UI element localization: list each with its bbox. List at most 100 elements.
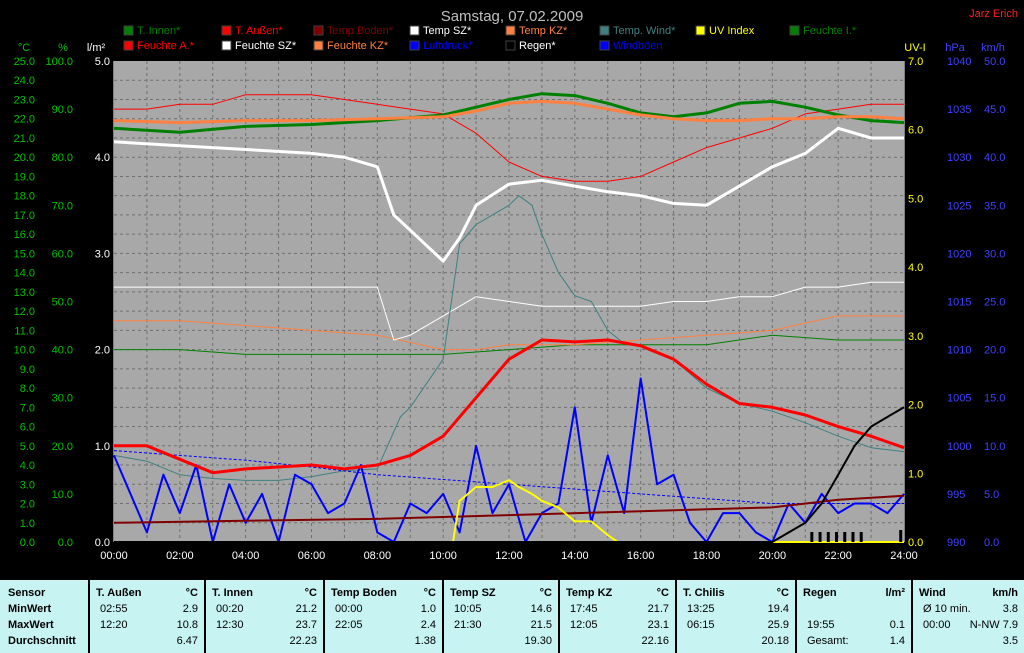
axis-tick-label-celsius: 23.0: [14, 94, 35, 106]
axis-tick-label-celsius: 22.0: [14, 114, 35, 126]
table-cell: 3.5: [1002, 635, 1018, 647]
axis-title-celsius: °C: [18, 42, 30, 54]
axis-tick-label-percent: 30.0: [52, 393, 73, 405]
legend-label: Temp SZ*: [423, 25, 472, 37]
table-cell: km/h: [992, 587, 1018, 599]
series-line: [114, 479, 904, 543]
axis-tick-label-pressure: 1035: [947, 104, 971, 116]
axis-tick-label-wind: 25.0: [984, 297, 1005, 309]
axis-tick-label-celsius: 16.0: [14, 229, 35, 241]
axis-tick-label-celsius: 24.0: [14, 75, 35, 87]
axis-tick-label-celsius: 1.0: [20, 518, 35, 530]
axis-tick-label-rain: 4.0: [95, 152, 110, 164]
axis-tick-label-celsius: 21.0: [14, 133, 35, 145]
table-cell: 22:05: [335, 619, 363, 631]
axis-tick-label-percent: 60.0: [52, 248, 73, 260]
table-column: Wind km/h Ø 10 min. 3.8 00:00 N-NW 7.9 3.5: [913, 580, 1024, 653]
x-tick-label: 18:00: [693, 550, 721, 562]
legend-swatch: [789, 25, 800, 36]
table-cell: l/m²: [885, 587, 905, 599]
table-cell: 25.9: [767, 619, 789, 631]
legend-swatch: [123, 40, 134, 51]
table-cell: 2.4: [420, 619, 436, 631]
axis-tick-label-celsius: 14.0: [14, 268, 35, 280]
axis-tick-label-wind: 50.0: [984, 56, 1005, 68]
statistics-table: Sensor MinWert MaxWert Durchschnitt T. Außen…: [0, 580, 1024, 653]
table-cell: Sensor: [8, 587, 46, 599]
series-line: [114, 281, 904, 341]
x-tick-label: 02:00: [166, 550, 194, 562]
table-cell: T. Außen: [96, 587, 142, 599]
axis-tick-label-celsius: 17.0: [14, 210, 35, 222]
x-tick-label: 22:00: [824, 550, 852, 562]
axis-title-uv: UV-I: [904, 42, 925, 54]
axis-tick-label-percent: 50.0: [52, 297, 73, 309]
table-cell: 22.16: [641, 635, 669, 647]
legend-label: Windböen: [613, 40, 663, 52]
table-column: T. Innen °C 00:20 21.2 12:30 23.7 22.23: [206, 580, 323, 653]
table-column: Temp KZ °C 17:45 21.7 12:05 23.1 22.16: [560, 580, 675, 653]
legend-label: Feuchte I.*: [803, 25, 857, 37]
axis-tick-label-wind: 35.0: [984, 200, 1005, 212]
axis-title-percent: %: [58, 42, 68, 54]
table-cell: 3.8: [1002, 603, 1018, 615]
series-line: [113, 92, 905, 134]
axis-tick-label-percent: 20.0: [52, 441, 73, 453]
axis-tick-label-uv: 0.0: [908, 537, 923, 549]
table-column: T. Außen °C 02:55 2.9 12:20 10.8 6.47: [90, 580, 204, 653]
axis-title-wind: km/h: [981, 42, 1005, 54]
axis-tick-label-percent: 100.0: [45, 56, 73, 68]
axis-tick-label-pressure: 1000: [947, 441, 971, 453]
legend-swatch: [221, 40, 232, 51]
axis-tick-label-celsius: 19.0: [14, 171, 35, 183]
axis-tick-label-rain: 3.0: [95, 248, 110, 260]
axis-tick-label-percent: 0.0: [58, 537, 73, 549]
table-cell: MaxWert: [8, 619, 54, 631]
table-cell: Temp KZ: [566, 587, 613, 599]
axis-tick-label-wind: 5.0: [984, 489, 999, 501]
table-cell: 06:15: [687, 619, 715, 631]
x-tick-label: 12:00: [495, 550, 523, 562]
axis-tick-label-uv: 1.0: [908, 468, 923, 480]
axis-tick-label-uv: 4.0: [908, 262, 923, 274]
weather-chart: Samstag, 07.02.2009 Jarz Erich T. Innen*…: [13, 8, 1018, 562]
x-tick-label: 08:00: [364, 550, 392, 562]
legend-label: Luftdruck*: [423, 40, 473, 52]
legend-label: Feuchte A.*: [137, 40, 195, 52]
axis-tick-label-wind: 40.0: [984, 152, 1005, 164]
table-cell: 19.30: [524, 635, 552, 647]
series-line: [114, 315, 904, 351]
table-cell: 1.4: [889, 635, 905, 647]
axis-tick-label-celsius: 2.0: [20, 499, 35, 511]
x-tick-label: 20:00: [759, 550, 787, 562]
table-cell: 14.6: [530, 603, 552, 615]
legend-label: Feuchte KZ*: [327, 40, 389, 52]
legend-swatch: [123, 25, 134, 36]
table-cell: °C: [539, 587, 552, 599]
table-cell: 0.1: [889, 619, 905, 631]
table-cell: Durchschnitt: [8, 635, 76, 647]
legend-swatch: [599, 25, 610, 36]
axis-tick-label-wind: 0.0: [984, 537, 999, 549]
axis-tick-label-wind: 45.0: [984, 104, 1005, 116]
table-column: Sensor MinWert MaxWert Durchschnitt: [0, 580, 88, 653]
table-cell: MinWert: [8, 603, 52, 615]
chart-axes: °C 0.0 1.0 2.0 3.0 4.0 5.0 6.0 7.0 8.0 9.0 10.0 11.0…: [14, 42, 1006, 562]
axis-tick-label-uv: 6.0: [908, 125, 923, 137]
axis-tick-label-percent: 40.0: [52, 345, 73, 357]
table-cell: 12:05: [570, 619, 598, 631]
table-cell: Temp SZ: [450, 587, 496, 599]
rain-bar: [859, 532, 863, 542]
axis-tick-label-celsius: 12.0: [14, 306, 35, 318]
series-line: [114, 94, 904, 182]
axis-tick-label-pressure: 1025: [947, 200, 971, 212]
axis-tick-label-pressure: 1030: [947, 152, 971, 164]
table-cell: 00:00: [335, 603, 363, 615]
table-cell: 21.7: [647, 603, 669, 615]
table-cell: 00:00: [923, 619, 951, 631]
table-cell: 21:30: [454, 619, 482, 631]
legend-label: Temp. Wind*: [613, 25, 676, 37]
axis-tick-label-celsius: 25.0: [14, 56, 35, 68]
axis-tick-label-celsius: 6.0: [20, 422, 35, 434]
table-cell: 00:20: [216, 603, 244, 615]
